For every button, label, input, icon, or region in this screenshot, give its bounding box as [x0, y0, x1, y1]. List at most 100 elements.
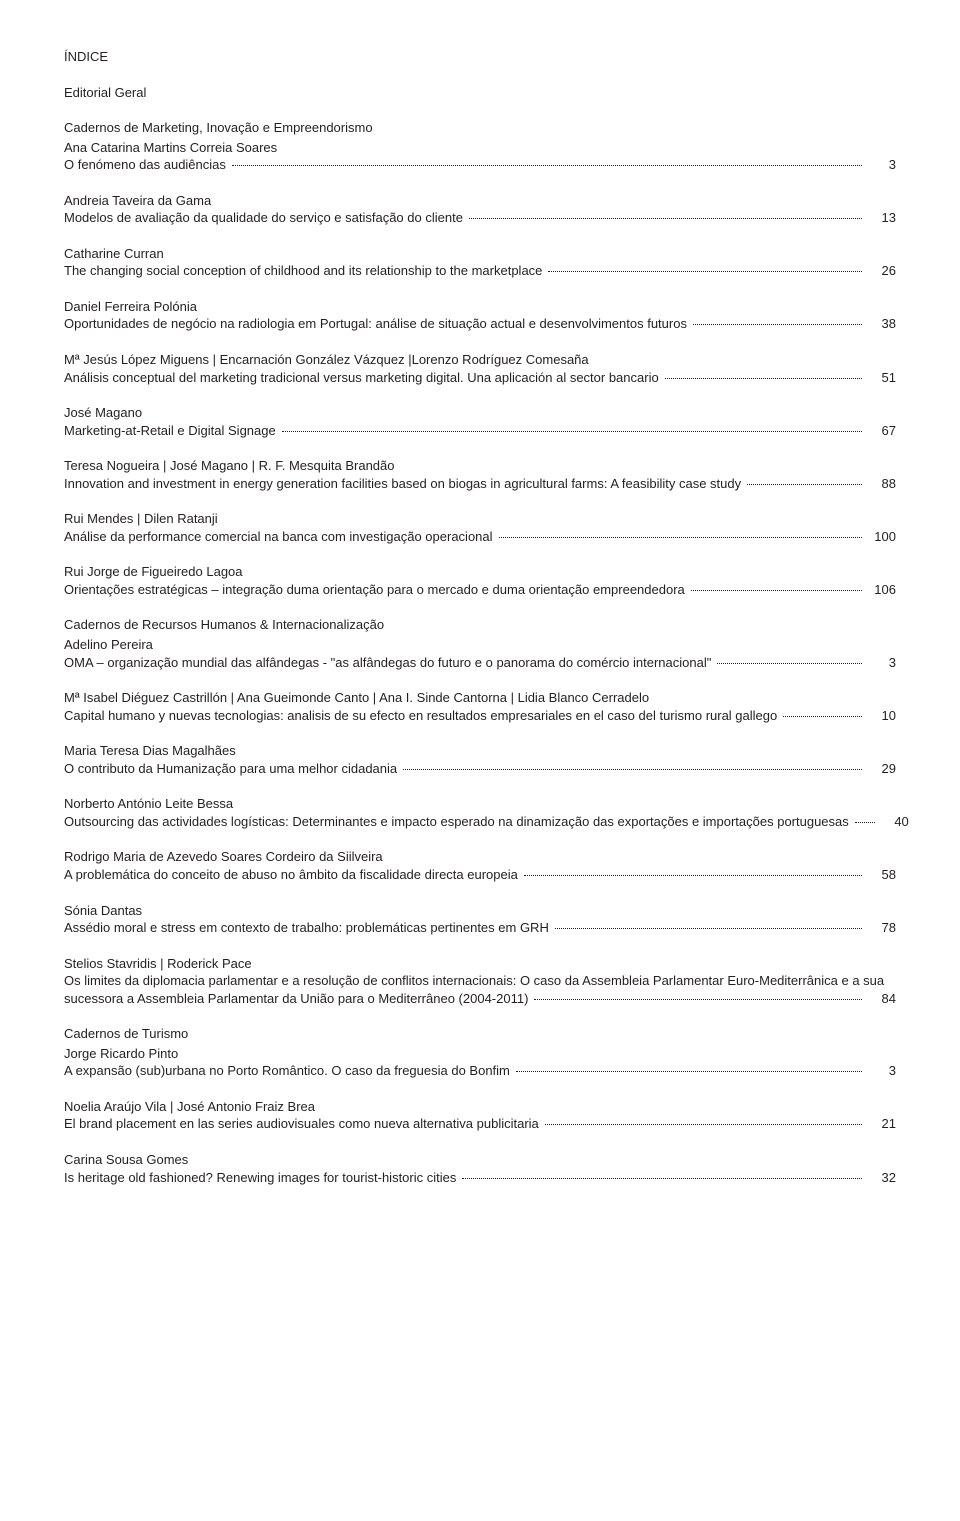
entry-title: Outsourcing das actividades logísticas: …	[64, 813, 849, 831]
entry-page: 13	[868, 209, 896, 227]
entry-title-row: sucessora a Assembleia Parlamentar da Un…	[64, 990, 896, 1008]
leader-dots	[403, 768, 862, 770]
toc-entry: Rodrigo Maria de Azevedo Soares Cordeiro…	[64, 848, 896, 883]
entry-title: Modelos de avaliação da qualidade do ser…	[64, 209, 463, 227]
index-heading: ÍNDICE	[64, 48, 896, 66]
toc-entry: Noelia Araújo Vila | José Antonio Fraiz …	[64, 1098, 896, 1133]
entry-page: 10	[868, 707, 896, 725]
entry-title-row: Capital humano y nuevas tecnologias: ana…	[64, 707, 896, 725]
toc-section: Cadernos de Turismo Jorge Ricardo PintoA …	[64, 1025, 896, 1186]
entry-title: O fenómeno das audiências	[64, 156, 226, 174]
entry-title-row: A problemática do conceito de abuso no â…	[64, 866, 896, 884]
entry-page: 32	[868, 1169, 896, 1187]
entry-authors: Maria Teresa Dias Magalhães	[64, 742, 896, 760]
entry-title: O contributo da Humanização para uma mel…	[64, 760, 397, 778]
entry-authors: Rodrigo Maria de Azevedo Soares Cordeiro…	[64, 848, 896, 866]
toc-entry: Mª Isabel Diéguez Castrillón | Ana Gueim…	[64, 689, 896, 724]
entry-title-row: Análise da performance comercial na banc…	[64, 528, 896, 546]
entry-title-row: OMA – organização mundial das alfândegas…	[64, 654, 896, 672]
entry-authors: Noelia Araújo Vila | José Antonio Fraiz …	[64, 1098, 896, 1116]
leader-dots	[545, 1123, 862, 1125]
entry-page: 29	[868, 760, 896, 778]
document-root: ÍNDICE Editorial Geral Cadernos de Marke…	[64, 48, 896, 1186]
leader-dots	[855, 821, 875, 823]
toc-entry: Daniel Ferreira PolóniaOportunidades de …	[64, 298, 896, 333]
entry-authors: Daniel Ferreira Polónia	[64, 298, 896, 316]
leader-dots	[665, 377, 862, 379]
toc-entry: Ana Catarina Martins Correia SoaresO fen…	[64, 139, 896, 174]
entry-authors: Ana Catarina Martins Correia Soares	[64, 139, 896, 157]
entry-page: 3	[868, 654, 896, 672]
entry-page: 67	[868, 422, 896, 440]
entry-title: Assédio moral e stress em contexto de tr…	[64, 919, 549, 937]
entry-title-row: O contributo da Humanização para uma mel…	[64, 760, 896, 778]
toc-entry: José MaganoMarketing-at-Retail e Digital…	[64, 404, 896, 439]
leader-dots	[462, 1177, 862, 1179]
toc-section: Cadernos de Recursos Humanos & Internaci…	[64, 616, 896, 1007]
sections-container: Cadernos de Marketing, Inovação e Empree…	[64, 119, 896, 1186]
leader-dots	[534, 998, 862, 1000]
entry-title-row: Análisis conceptual del marketing tradic…	[64, 369, 896, 387]
entry-authors: José Magano	[64, 404, 896, 422]
entry-title-row: Orientações estratégicas – integração du…	[64, 581, 896, 599]
entry-authors: Mª Isabel Diéguez Castrillón | Ana Gueim…	[64, 689, 896, 707]
entry-page: 3	[868, 156, 896, 174]
entry-page: 21	[868, 1115, 896, 1133]
entry-title: Capital humano y nuevas tecnologias: ana…	[64, 707, 777, 725]
leader-dots	[548, 270, 862, 272]
leader-dots	[783, 715, 862, 717]
entry-title: A problemática do conceito de abuso no â…	[64, 866, 518, 884]
entry-title: El brand placement en las series audiovi…	[64, 1115, 539, 1133]
entry-page: 88	[868, 475, 896, 493]
entry-title-row: Innovation and investment in energy gene…	[64, 475, 896, 493]
entry-title-row: El brand placement en las series audiovi…	[64, 1115, 896, 1133]
section-title: Cadernos de Recursos Humanos & Internaci…	[64, 616, 896, 634]
editorial-subheading: Editorial Geral	[64, 84, 896, 102]
entry-page: 58	[868, 866, 896, 884]
entry-authors: Jorge Ricardo Pinto	[64, 1045, 896, 1063]
toc-entry: Rui Mendes | Dilen RatanjiAnálise da per…	[64, 510, 896, 545]
entry-authors: Andreia Taveira da Gama	[64, 192, 896, 210]
entry-authors: Adelino Pereira	[64, 636, 896, 654]
entry-title: Análisis conceptual del marketing tradic…	[64, 369, 659, 387]
leader-dots	[469, 217, 862, 219]
section-title: Cadernos de Turismo	[64, 1025, 896, 1043]
toc-entry: Andreia Taveira da GamaModelos de avalia…	[64, 192, 896, 227]
entry-page: 106	[868, 581, 896, 599]
leader-dots	[282, 430, 862, 432]
entry-title-row: Oportunidades de negócio na radiologia e…	[64, 315, 896, 333]
entry-page: 3	[868, 1062, 896, 1080]
toc-entry: Carina Sousa GomesIs heritage old fashio…	[64, 1151, 896, 1186]
leader-dots	[516, 1070, 862, 1072]
entry-title: The changing social conception of childh…	[64, 262, 542, 280]
leader-dots	[524, 874, 862, 876]
leader-dots	[232, 164, 862, 166]
entry-page: 51	[868, 369, 896, 387]
leader-dots	[747, 483, 862, 485]
entry-title-line2: sucessora a Assembleia Parlamentar da Un…	[64, 990, 528, 1008]
entry-title-row: The changing social conception of childh…	[64, 262, 896, 280]
entry-authors: Stelios Stavridis | Roderick Pace	[64, 955, 896, 973]
section-title: Cadernos de Marketing, Inovação e Empree…	[64, 119, 896, 137]
entry-title: A expansão (sub)urbana no Porto Romântic…	[64, 1062, 510, 1080]
toc-entry: Adelino PereiraOMA – organização mundial…	[64, 636, 896, 671]
toc-entry: Jorge Ricardo PintoA expansão (sub)urban…	[64, 1045, 896, 1080]
toc-entry: Rui Jorge de Figueiredo LagoaOrientações…	[64, 563, 896, 598]
entry-title-row: O fenómeno das audiências 3	[64, 156, 896, 174]
toc-entry: Maria Teresa Dias MagalhãesO contributo …	[64, 742, 896, 777]
entry-page: 78	[868, 919, 896, 937]
entry-title-row: Outsourcing das actividades logísticas: …	[64, 813, 896, 831]
entry-title-row: Assédio moral e stress em contexto de tr…	[64, 919, 896, 937]
entry-title-row: A expansão (sub)urbana no Porto Romântic…	[64, 1062, 896, 1080]
entry-page: 84	[868, 990, 896, 1008]
entry-title-line1: Os limites da diplomacia parlamentar e a…	[64, 972, 896, 990]
entry-page: 26	[868, 262, 896, 280]
toc-entry: Catharine CurranThe changing social conc…	[64, 245, 896, 280]
entry-title: Orientações estratégicas – integração du…	[64, 581, 685, 599]
entry-title: Is heritage old fashioned? Renewing imag…	[64, 1169, 456, 1187]
entry-title: Innovation and investment in energy gene…	[64, 475, 741, 493]
leader-dots	[555, 927, 862, 929]
entry-page: 40	[881, 813, 909, 831]
entry-authors: Carina Sousa Gomes	[64, 1151, 896, 1169]
entry-authors: Rui Mendes | Dilen Ratanji	[64, 510, 896, 528]
